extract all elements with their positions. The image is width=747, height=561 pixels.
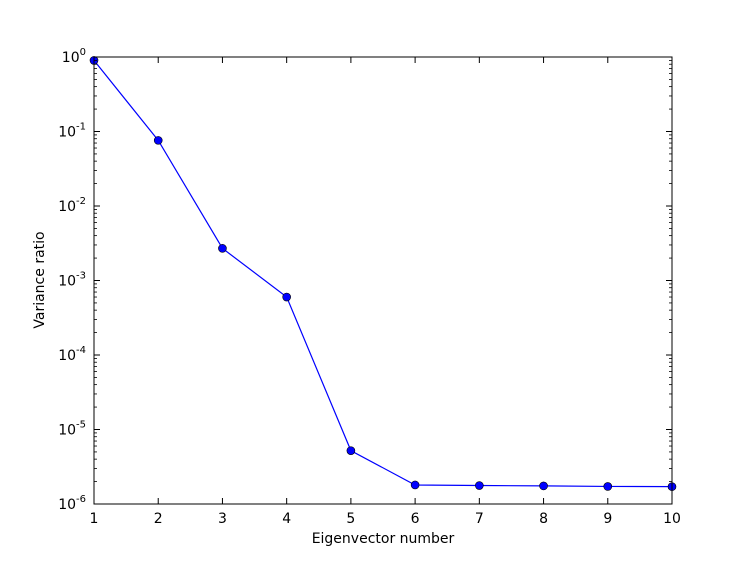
data-point: [346, 446, 356, 455]
x-tick-label: 6: [411, 511, 420, 527]
y-axis-label: Variance ratio: [32, 231, 48, 328]
y-tick-label: 10-1: [58, 122, 86, 141]
data-point: [410, 480, 420, 490]
y-tick-label: 10-2: [58, 196, 86, 215]
data-point: [475, 481, 484, 490]
x-tick-label: 10: [663, 511, 681, 527]
x-tick-label: 4: [282, 511, 291, 527]
series-layer: [89, 56, 677, 491]
x-axis-label: Eigenvector number: [312, 531, 455, 547]
x-tick-label: 5: [346, 511, 355, 527]
plot-area: [94, 57, 672, 504]
tick-layer: [93, 56, 673, 505]
x-tick-label: 2: [154, 511, 163, 527]
data-point: [282, 292, 291, 302]
data-point: [218, 244, 227, 253]
x-tick-label: 7: [475, 511, 484, 527]
y-tick-labels: 100 10-1 10-2 10-3 10-4 10-5 10-6: [58, 47, 86, 513]
data-point: [539, 481, 548, 491]
x-tick-label: 9: [603, 511, 612, 527]
y-tick-label: 10-3: [58, 271, 86, 290]
x-tick-label: 3: [218, 511, 227, 527]
x-tick-label: 8: [539, 511, 548, 527]
y-tick-label: 10-4: [58, 345, 86, 364]
series-line: [93, 60, 673, 488]
data-point: [153, 136, 163, 145]
x-tick-labels: 1 2 3 4 5 6 7 8 9 10: [90, 511, 681, 527]
x-tick-label: 1: [90, 511, 99, 527]
y-tick-label: 10-5: [58, 420, 86, 439]
y-tick-label: 10-6: [58, 494, 86, 513]
data-point: [603, 482, 613, 491]
y-tick-label: 100: [62, 47, 86, 66]
